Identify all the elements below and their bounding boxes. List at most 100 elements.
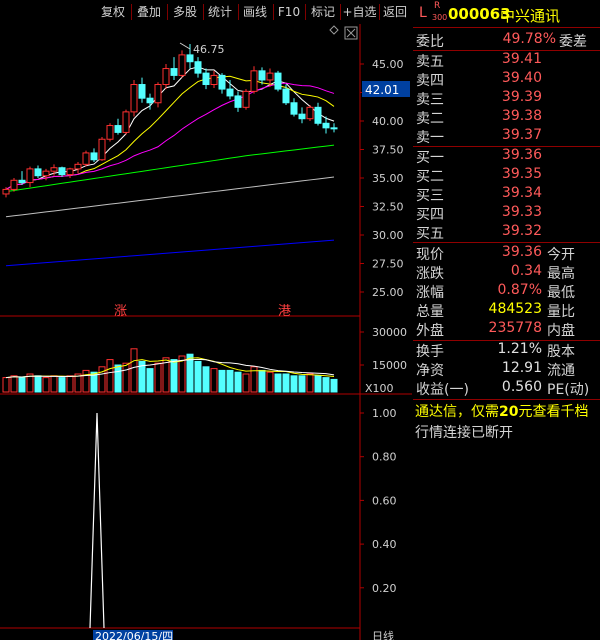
candlestick-body [266, 72, 274, 81]
candlestick [290, 98, 298, 117]
sell-level: 卖五 39.41 [413, 51, 600, 70]
toolbar-mark-button[interactable]: 标记 [310, 5, 335, 19]
volume-bar [162, 357, 170, 393]
sell-level: 卖三 39.39 [413, 89, 600, 108]
volume-bar [266, 371, 274, 393]
buy-level: 买五 39.32 [413, 223, 600, 242]
buy-level-label: 买一 [416, 150, 444, 166]
volume-bar [106, 359, 114, 393]
volume-bar [26, 373, 34, 393]
volume-bar [2, 377, 10, 393]
stat-row-label2: 内盘 [547, 323, 575, 339]
promo-text-a: 通达信，仅需 [415, 404, 499, 420]
candlestick [50, 164, 58, 176]
toolbar-statistics-button[interactable]: 统计 [207, 5, 232, 19]
stat-row-label2: 最低 [547, 285, 575, 301]
volume-bar [330, 378, 338, 393]
toolbar-draw-line-button[interactable]: 画线 [242, 5, 267, 19]
candlestick [98, 136, 106, 161]
candlestick [298, 107, 306, 124]
volume-bar [18, 377, 26, 393]
candlestick-body [122, 111, 130, 133]
volume-bar [170, 359, 178, 393]
toolbar-fuquan-button[interactable]: 复权 [100, 5, 125, 19]
candlestick [258, 67, 266, 85]
volume-bar [90, 371, 98, 393]
sell-level-label: 卖三 [416, 92, 444, 108]
stat-row-value: 39.36 [501, 244, 542, 260]
chart-close-icon[interactable] [344, 26, 358, 40]
toolbar-separator [203, 4, 204, 20]
candlestick-body [234, 95, 242, 108]
volume-bar [298, 375, 306, 393]
volume-bar [98, 366, 106, 393]
indicator-axis-label: 0.40 [372, 538, 397, 551]
stat-row-label2: 量比 [547, 304, 575, 320]
volume-bar [234, 371, 242, 393]
ratio-label: 委比 [416, 34, 444, 50]
indicator-axis-label: 0.60 [372, 494, 397, 507]
candlestick [330, 123, 338, 133]
buy-level-label: 买三 [416, 188, 444, 204]
candlestick [266, 68, 274, 87]
toolbar-back-button[interactable]: 返回 [382, 5, 407, 19]
volume-bar [290, 375, 298, 393]
candlestick [114, 118, 122, 135]
peak-pointer [179, 42, 191, 50]
toolbar-multi-stock-button[interactable]: 多股 [172, 5, 197, 19]
toolbar-f10-button[interactable]: F10 [277, 5, 301, 19]
volume-bar [218, 369, 226, 393]
candlestick [234, 91, 242, 112]
event-marker-zhang[interactable]: 涨 [114, 304, 127, 319]
candlestick [106, 123, 114, 142]
indicator-axis-label: 0.20 [372, 582, 397, 595]
connection-status: 行情连接已断开 [415, 425, 513, 441]
peak-price-label: 46.75 [193, 43, 225, 56]
candlestick-body [250, 70, 258, 92]
kline-chart[interactable]: 45.0042.5040.0037.5035.0032.5030.0027.50… [0, 24, 412, 640]
volume-ma10-line [5, 358, 335, 379]
stock-name[interactable]: 中兴通讯 [500, 7, 561, 25]
stock-header: L R 300 000063 中兴通讯 [413, 0, 600, 28]
volume-bar [146, 368, 154, 393]
candlestick-body [106, 125, 114, 140]
promo-banner[interactable]: 通达信，仅需20元查看千档 [415, 401, 600, 421]
candlestick-body [34, 168, 42, 177]
divider [413, 242, 600, 243]
stat-row-value: 0.34 [510, 263, 542, 279]
divider [413, 50, 600, 51]
toolbar-separator [379, 4, 380, 20]
stock-code[interactable]: 000063 [448, 5, 511, 23]
kline-chart-area[interactable]: 45.0042.5040.0037.5035.0032.5030.0027.50… [0, 24, 412, 640]
extra-row: 换手 1.21% 股本 [413, 341, 600, 360]
volume-unit-label: X100 [365, 382, 394, 395]
candlestick [138, 77, 146, 103]
volume-bar [42, 377, 50, 393]
candlestick-body [210, 74, 218, 86]
candlestick-body [130, 84, 138, 113]
event-marker-gang[interactable]: 港 [278, 304, 291, 319]
volume-bar [194, 360, 202, 393]
volume-bar [202, 366, 210, 393]
price-axis-label: 37.50 [372, 144, 404, 157]
sell-level-value: 39.37 [501, 127, 542, 143]
candlestick-body [330, 127, 338, 130]
toolbar-overlay-button[interactable]: 叠加 [136, 5, 161, 19]
volume-bar [258, 369, 266, 393]
toolbar-add-watchlist-button[interactable]: +自选 [342, 5, 377, 19]
volume-bar [282, 373, 290, 393]
buy-level-label: 买四 [416, 207, 444, 223]
stat-row-label: 总量 [416, 304, 444, 320]
candlestick-body [178, 54, 186, 76]
volume-bar [74, 373, 82, 393]
indicator-axis-label: 1.00 [372, 407, 397, 420]
price-axis-label: 30.00 [372, 229, 404, 242]
extra-row-value: 12.91 [501, 360, 542, 376]
buy-level: 买四 39.33 [413, 204, 600, 223]
volume-bar [250, 366, 258, 393]
volume-bar [138, 360, 146, 393]
ma60-line [5, 144, 335, 193]
candlestick [10, 178, 18, 192]
stat-row-label2: 今开 [547, 247, 575, 263]
chart-settings-icon[interactable] [329, 25, 339, 35]
